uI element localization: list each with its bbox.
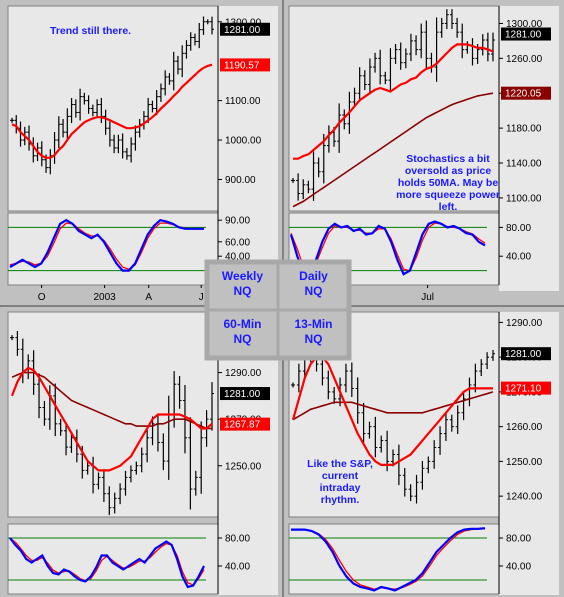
timeframe-label: 13-Min [294,317,332,331]
price-tick-label: 1250.00 [225,461,262,472]
stochastic-k-line [9,218,204,272]
oscillator-tick-label: 40.00 [506,562,531,573]
price-tag [220,58,270,72]
price-scale [218,6,278,291]
price-tick-label: 1100.00 [506,193,542,204]
fast-moving-average-line [10,366,213,472]
price-tag [501,381,551,395]
oscillator-tick-label: 40.00 [225,562,250,573]
price-tick-label: 900.00 [225,175,256,186]
price-tick-label: 1240.00 [506,492,543,503]
oscillator-plot-area [7,212,219,286]
annotation-text: intraday [320,482,361,494]
price-tick-label: 1000.00 [225,136,262,147]
timeframe-label: Weekly [222,269,263,283]
annotation-text: Trend still there. [50,25,131,37]
price-tick-label: 1180.00 [506,124,542,135]
x-tick-label: Jul [421,292,434,303]
x-tick-label: A [145,292,152,303]
timeframe-label: NQ [305,284,323,298]
panel-weekly: 1300.001100.001000.00900.0090.0060.0040.… [7,5,278,303]
price-tag-label: 1190.57 [224,60,260,71]
x-tick-label: O [38,292,46,303]
annotation-text: left. [439,201,458,213]
oscillator-tick-label: 90.00 [225,216,250,227]
oscillator-tick-label: 80.00 [225,534,250,545]
slow-moving-average-line [292,92,494,208]
timeframe-label: 60-Min [223,317,261,331]
price-plot-area [7,5,219,212]
stochastic-k-line [9,537,205,589]
slow-moving-average-line [11,371,212,430]
panel-daily: 1300.001260.001220.001180.001140.001100.… [288,5,559,303]
price-tick-label: 1250.00 [506,457,543,468]
oscillator-tick-label: 60.00 [225,237,250,248]
x-tick-label: J [199,292,204,303]
price-tag-label: 1281.00 [505,349,542,360]
timeframe-label: Daily [299,269,328,283]
price-tag [220,417,270,431]
price-tag-label: 1220.05 [505,89,542,100]
annotation-text: more squeeze power [396,189,500,201]
annotation-text: Like the S&P, [307,458,373,470]
oscillator-tick-label: 40.00 [225,252,250,263]
price-tick-label: 1260.00 [506,54,543,65]
slow-moving-average-line [292,391,494,421]
annotation-text: oversold as price [405,165,492,177]
oscillator-tick-label: 40.00 [506,252,531,263]
price-tag [220,22,270,36]
price-tag-label: 1281.00 [224,25,261,36]
oscillator-tick-label: 80.00 [506,534,531,545]
price-tick-label: 1290.00 [506,318,543,329]
price-tick-label: 1260.00 [506,422,543,433]
price-tag [501,86,551,100]
price-tag [501,27,551,41]
price-tag [501,347,551,361]
annotation-text: holds 50MA. May be [398,177,499,189]
timeframe-label: NQ [234,332,252,346]
annotation-text: Stochastics a bit [406,153,490,165]
price-scale [499,6,559,291]
stochastic-k-line [289,220,486,276]
price-tag-label: 1281.00 [505,30,542,41]
panel-13min: 1290.001280.001270.001260.001250.001240.… [288,311,559,595]
price-tick-label: 1290.00 [225,368,262,379]
price-tick-label: 1300.00 [506,19,543,30]
price-tick-label: 1100.00 [225,96,261,107]
fast-moving-average-line [293,43,494,160]
x-tick-label: 2003 [93,292,116,303]
oscillator-plot-area [288,523,500,595]
timeframe-label: NQ [234,284,252,298]
price-plot-area [7,311,219,518]
price-tag-label: 1267.87 [224,420,261,431]
price-tag [220,387,270,401]
oscillator-tick-label: 80.00 [506,223,531,234]
annotation-text: current [322,470,359,482]
stochastic-k-line [291,527,486,592]
timeframe-label: NQ [305,332,323,346]
price-tick-label: 1140.00 [506,159,542,170]
annotation-text: rhythm. [321,494,360,506]
fast-moving-average-line [291,356,493,466]
fast-moving-average-line [11,63,213,159]
price-tag-label: 1271.10 [505,384,542,395]
price-tag-label: 1281.00 [224,389,261,400]
